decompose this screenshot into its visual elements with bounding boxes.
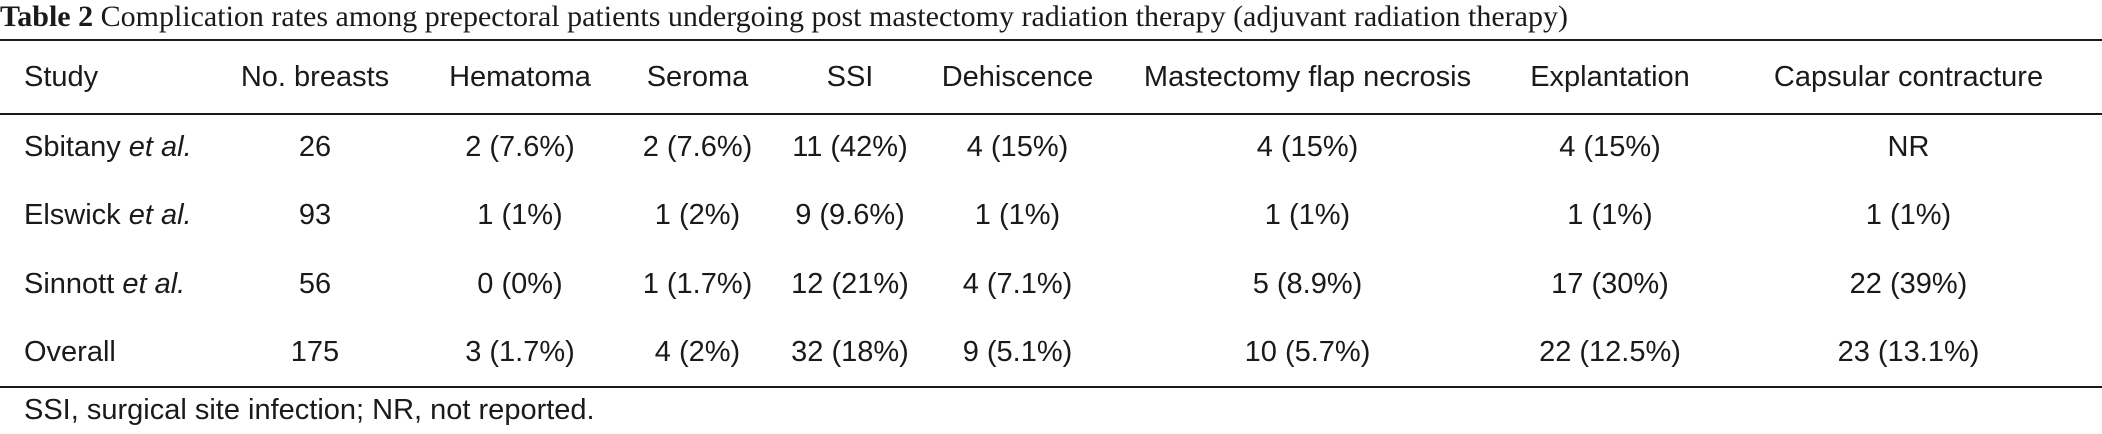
cell-dehiscence: 4 (7.1%) — [962, 267, 1073, 300]
column-header-explantation: Explantation — [1530, 60, 1690, 93]
study-name: Sinnott — [24, 267, 115, 300]
study-suffix: et al. — [128, 130, 192, 163]
column-header-hematoma: Hematoma — [449, 60, 591, 93]
study-name: Overall — [24, 336, 116, 369]
cell-explantation: 17 (30%) — [1551, 267, 1669, 300]
cell-seroma: 1 (1.7%) — [642, 267, 753, 300]
header-rule — [0, 113, 2102, 115]
complication-rates-table: Study No. breasts Hematoma Seroma SSI De… — [0, 41, 2102, 387]
column-header-dehiscence: Dehiscence — [941, 60, 1094, 93]
cell-capsular-contracture: 1 (1%) — [1865, 199, 1952, 232]
column-header-flap-necrosis: Mastectomy flap necrosis — [1143, 60, 1472, 93]
column-header-capsular-contracture: Capsular contracture — [1773, 60, 2044, 93]
cell-flap-necrosis: 4 (15%) — [1256, 130, 1359, 163]
study-cell: Sbitany et al. — [0, 113, 210, 182]
cell-capsular-contracture: NR — [1887, 130, 1930, 163]
study-cell: Elswick et al. — [0, 182, 210, 251]
cell-no-breasts: 56 — [298, 267, 332, 300]
column-header-seroma: Seroma — [646, 60, 749, 93]
cell-ssi: 9 (9.6%) — [795, 199, 905, 232]
cell-ssi: 11 (42%) — [792, 130, 908, 163]
table-footnote: SSI, surgical site infection; NR, not re… — [24, 394, 595, 426]
cell-flap-necrosis: 10 (5.7%) — [1244, 336, 1371, 369]
study-suffix: et al. — [122, 267, 186, 300]
table-row: Sinnott et al. 56 0 (0%) 1 (1.7%) 12 (21… — [0, 250, 2102, 319]
study-cell: Sinnott et al. — [0, 250, 210, 319]
cell-no-breasts: 93 — [298, 199, 332, 232]
column-header-no-breasts: No. breasts — [240, 60, 390, 93]
cell-no-breasts: 175 — [290, 336, 340, 369]
cell-dehiscence: 1 (1%) — [974, 199, 1061, 232]
cell-dehiscence: 9 (5.1%) — [962, 336, 1073, 369]
cell-flap-necrosis: 5 (8.9%) — [1252, 267, 1363, 300]
study-name: Elswick — [24, 199, 121, 232]
table-caption-label: Table 2 — [0, 0, 94, 33]
cell-ssi: 12 (21%) — [791, 267, 909, 300]
table-caption-text: Complication rates among prepectoral pat… — [100, 0, 1568, 33]
top-rule — [0, 39, 2102, 41]
header-row: Study No. breasts Hematoma Seroma SSI De… — [0, 41, 2102, 113]
cell-hematoma: 0 (0%) — [477, 267, 563, 300]
table-header: Study No. breasts Hematoma Seroma SSI De… — [0, 41, 2102, 113]
study-name: Sbitany — [24, 130, 121, 163]
cell-capsular-contracture: 22 (39%) — [1849, 267, 1968, 300]
cell-no-breasts: 26 — [298, 130, 332, 163]
bottom-rule — [0, 386, 2102, 388]
table-row-overall: Overall 175 3 (1.7%) 4 (2%) 32 (18%) 9 (… — [0, 319, 2102, 388]
study-cell: Overall — [0, 319, 210, 388]
column-header-ssi: SSI — [826, 60, 874, 93]
cell-seroma: 1 (2%) — [654, 199, 741, 232]
cell-explantation: 4 (15%) — [1559, 130, 1661, 163]
column-header-study: Study — [24, 60, 99, 93]
table-body: Sbitany et al. 26 2 (7.6%) 2 (7.6%) 11 (… — [0, 113, 2102, 387]
cell-hematoma: 3 (1.7%) — [465, 336, 575, 369]
cell-explantation: 22 (12.5%) — [1539, 336, 1681, 369]
study-suffix: et al. — [128, 199, 192, 232]
cell-capsular-contracture: 23 (13.1%) — [1837, 336, 1980, 369]
table-row: Elswick et al. 93 1 (1%) 1 (2%) 9 (9.6%)… — [0, 182, 2102, 251]
cell-seroma: 4 (2%) — [654, 336, 741, 369]
cell-flap-necrosis: 1 (1%) — [1264, 199, 1351, 232]
cell-hematoma: 1 (1%) — [477, 199, 563, 232]
cell-ssi: 32 (18%) — [791, 336, 909, 369]
table-caption: Table 2 Complication rates among prepect… — [0, 0, 1568, 36]
table-row: Sbitany et al. 26 2 (7.6%) 2 (7.6%) 11 (… — [0, 113, 2102, 182]
cell-hematoma: 2 (7.6%) — [465, 130, 575, 163]
cell-dehiscence: 4 (15%) — [966, 130, 1069, 163]
cell-seroma: 2 (7.6%) — [642, 130, 753, 163]
cell-explantation: 1 (1%) — [1567, 199, 1653, 232]
